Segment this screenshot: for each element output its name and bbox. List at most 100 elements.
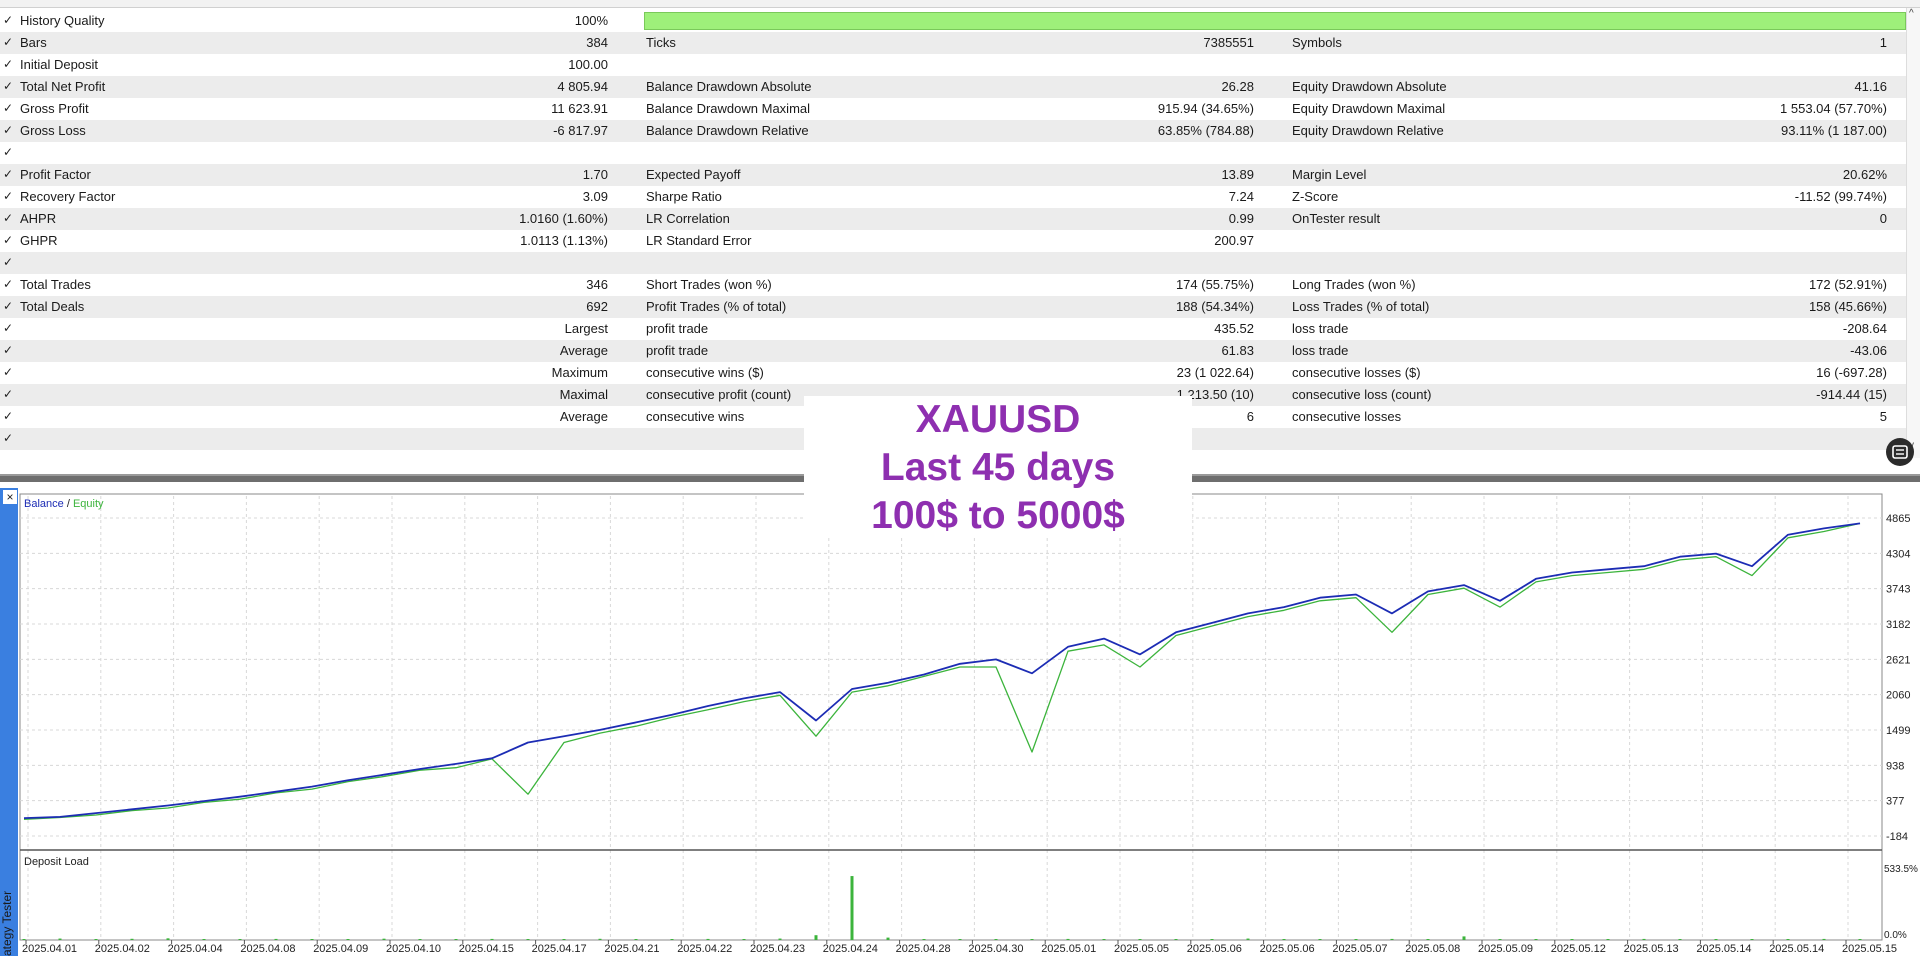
report-scrollbar[interactable]: ^ v xyxy=(1906,8,1920,458)
row-check-icon[interactable]: ✓ xyxy=(3,255,14,269)
report-cell-c3l: Margin Level xyxy=(1292,167,1367,182)
report-cell-c2v: 13.89 xyxy=(1221,167,1254,182)
deposit-load-bar xyxy=(598,938,602,940)
report-cell-c3l: Symbols xyxy=(1292,35,1342,50)
x-tick-label: 2025.04.09 xyxy=(313,943,368,955)
row-check-icon[interactable]: ✓ xyxy=(3,101,14,115)
report-cell-c2v: 915.94 (34.65%) xyxy=(1157,101,1254,116)
row-check-icon[interactable]: ✓ xyxy=(3,321,14,335)
load-tick-label: 0.0% xyxy=(1884,930,1907,941)
deposit-load-bar xyxy=(1030,939,1034,940)
y-tick-label: 938 xyxy=(1886,760,1904,772)
report-cell-c3l: consecutive losses ($) xyxy=(1292,365,1421,380)
y-tick-label: 2621 xyxy=(1886,654,1910,666)
report-row: ✓ History Quality 100% xyxy=(0,10,1906,32)
deposit-load-bar xyxy=(346,939,350,940)
row-check-icon[interactable]: ✓ xyxy=(3,35,14,49)
report-cell-c3l: Equity Drawdown Maximal xyxy=(1292,101,1446,116)
report-row: ✓ Maximal consecutive profit (count) 1 213.… xyxy=(0,384,1906,406)
x-tick-label: 2025.04.02 xyxy=(95,943,150,955)
row-check-icon[interactable]: ✓ xyxy=(3,57,14,71)
report-row: ✓ xyxy=(0,252,1906,274)
report-table: ✓ History Quality 100% ✓ Bars 384 Ticks 7385551… xyxy=(0,0,1920,458)
report-cell-c2v: 7.24 xyxy=(1228,189,1254,204)
report-cell-c3v: -11.52 (99.74%) xyxy=(1794,189,1887,204)
report-cell-c3l: consecutive losses xyxy=(1292,409,1402,424)
deposit-load-bar xyxy=(1606,939,1610,940)
report-cell-c1l: Initial Deposit xyxy=(20,57,99,72)
report-cell-c2v: 1 213.50 (10) xyxy=(1176,387,1254,402)
report-cell-c1l: Profit Factor xyxy=(20,167,91,182)
row-check-icon[interactable]: ✓ xyxy=(3,233,14,247)
report-cell-c3v: -208.64 xyxy=(1842,321,1887,336)
row-check-icon[interactable]: ✓ xyxy=(3,145,14,159)
report-row: ✓ Maximum consecutive wins ($) 23 (1 022.64… xyxy=(0,362,1906,384)
report-cell-c1l: Gross Profit xyxy=(20,101,89,116)
y-tick-label: 3182 xyxy=(1886,619,1910,631)
row-check-icon[interactable]: ✓ xyxy=(3,299,14,313)
x-tick-label: 2025.04.01 xyxy=(22,943,77,955)
deposit-load-bar xyxy=(742,939,746,940)
row-check-icon[interactable]: ✓ xyxy=(3,409,14,423)
x-tick-label: 2025.05.13 xyxy=(1624,943,1679,955)
report-cell-c1l: AHPR xyxy=(20,211,57,226)
deposit-load-bar xyxy=(1174,939,1178,940)
deposit-load-bar xyxy=(1750,939,1754,940)
y-tick-label: -184 xyxy=(1886,831,1908,843)
report-cell-c1v: Largest xyxy=(564,321,608,336)
report-cell-c3l: OnTester result xyxy=(1292,211,1381,226)
row-check-icon[interactable]: ✓ xyxy=(3,123,14,137)
report-cell-c3v: -914.44 (15) xyxy=(1816,387,1887,402)
report-cell-c1l: Total Trades xyxy=(20,277,91,292)
x-tick-label: 2025.04.15 xyxy=(459,943,514,955)
deposit-load-bar xyxy=(1498,939,1502,940)
row-check-icon[interactable]: ✓ xyxy=(3,211,14,225)
svg-text:Balance / Equity: Balance / Equity xyxy=(24,498,104,510)
equity-line xyxy=(23,522,1861,821)
deposit-load-bar xyxy=(1138,939,1142,940)
x-tick-label: 2025.05.09 xyxy=(1478,943,1533,955)
row-check-icon[interactable]: ✓ xyxy=(3,365,14,379)
row-check-icon[interactable]: ✓ xyxy=(3,189,14,203)
report-row: ✓ Recovery Factor 3.09 Sharpe Ratio 7.24 Z-Sc… xyxy=(0,186,1906,208)
report-row: ✓ AHPR 1.0160 (1.60%) LR Correlation 0.99 OnT… xyxy=(0,208,1906,230)
chart-grid xyxy=(20,496,1882,938)
y-axis-ticks: 4865 4304 3743 3182 2621 2060 1499 938 377 -184 53… xyxy=(1884,513,1918,941)
row-check-icon[interactable]: ✓ xyxy=(3,343,14,357)
deposit-load-bar xyxy=(1318,939,1322,940)
report-cell-c1l: GHPR xyxy=(20,233,58,248)
row-check-icon[interactable]: ✓ xyxy=(3,167,14,181)
deposit-load-bar xyxy=(1210,939,1214,940)
report-cell-c2l: Short Trades (won %) xyxy=(646,277,772,292)
close-icon[interactable]: × xyxy=(3,490,17,504)
scroll-up-icon[interactable]: ^ xyxy=(1909,8,1914,19)
row-check-icon[interactable]: ✓ xyxy=(3,79,14,93)
report-cell-c2l: Expected Payoff xyxy=(646,167,741,182)
x-tick-label: 2025.05.14 xyxy=(1769,943,1824,955)
report-row: ✓ Total Net Profit 4 805.94 Balance Drawdow… xyxy=(0,76,1906,98)
report-row: ✓ Largest profit trade 435.52 loss trade -208… xyxy=(0,318,1906,340)
row-check-icon[interactable]: ✓ xyxy=(3,277,14,291)
deposit-load-bar xyxy=(1714,939,1718,940)
report-cell-c3l: consecutive loss (count) xyxy=(1292,387,1432,402)
x-tick-label: 2025.04.10 xyxy=(386,943,441,955)
deposit-load-bar xyxy=(1354,939,1358,940)
deposit-load-bar xyxy=(130,938,134,940)
report-row: ✓ Average consecutive wins 6 consecutive los… xyxy=(0,406,1906,428)
row-check-icon[interactable]: ✓ xyxy=(3,387,14,401)
deposit-load-bar xyxy=(850,876,854,940)
report-cell-c3v: 1 553.04 (57.70%) xyxy=(1780,101,1887,116)
report-cell-c2l: Sharpe Ratio xyxy=(646,189,722,204)
row-check-icon[interactable]: ✓ xyxy=(3,431,14,445)
deposit-load-bar xyxy=(166,938,170,940)
deposit-load-bar xyxy=(1426,939,1430,940)
strategy-tester-tab[interactable]: × ategy Tester xyxy=(0,488,18,956)
y-tick-label: 4865 xyxy=(1886,513,1910,525)
deposit-load-bar xyxy=(454,939,458,940)
x-tick-label: 2025.04.22 xyxy=(677,943,732,955)
report-cell-c2l: profit trade xyxy=(646,343,709,358)
report-row: ✓ xyxy=(0,142,1906,164)
row-check-icon[interactable]: ✓ xyxy=(3,13,14,27)
screenshot-icon[interactable] xyxy=(1886,438,1914,466)
report-cell-c1v: 1.0160 (1.60%) xyxy=(519,211,608,226)
